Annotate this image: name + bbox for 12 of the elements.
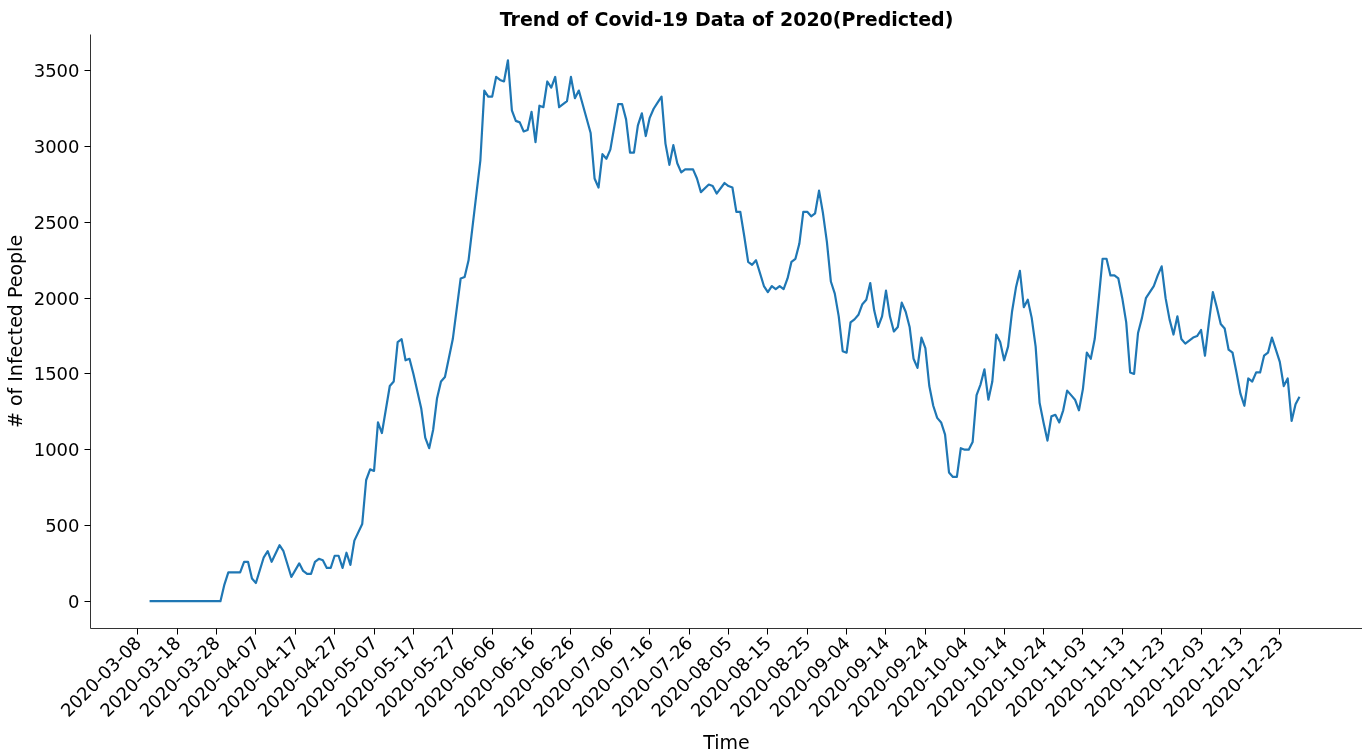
y-tick-label: 3500 (33, 60, 80, 82)
y-tick-label: 1500 (33, 363, 80, 385)
y-tick-label: 500 (45, 514, 80, 536)
line-series (148, 59, 1301, 603)
y-tick-label: 2000 (33, 287, 80, 309)
y-tick-label: 1000 (33, 439, 80, 461)
y-tick-label: 2500 (33, 211, 80, 233)
y-tick-label: 0 (68, 590, 80, 612)
x-axis-title: Time (702, 730, 750, 753)
y-tick-label: 3000 (33, 136, 80, 158)
y-axis-title: # of Infected People (3, 234, 26, 429)
chart-title: Trend of Covid-19 Data of 2020(Predicted) (499, 7, 954, 30)
